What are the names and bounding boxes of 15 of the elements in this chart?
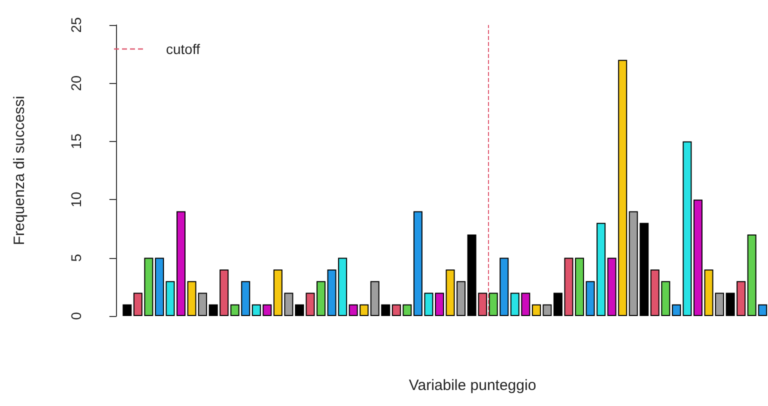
bar — [122, 304, 132, 316]
bar — [435, 292, 444, 316]
y-tick-label: 10 — [68, 192, 84, 208]
y-tick-label: 20 — [68, 75, 84, 91]
y-tick-label: 15 — [68, 133, 84, 150]
bar — [176, 211, 186, 316]
bar — [693, 200, 702, 316]
y-tick-label: 0 — [68, 312, 84, 320]
annotation: cutoff — [166, 41, 200, 57]
x-axis-title: Variabile punteggio — [408, 377, 536, 394]
bar — [294, 304, 304, 316]
y-tick-label: 25 — [68, 17, 84, 33]
y-tick-label: 5 — [68, 254, 84, 262]
y-axis-title: Frequenza di successi — [11, 96, 28, 246]
bar — [575, 258, 584, 316]
